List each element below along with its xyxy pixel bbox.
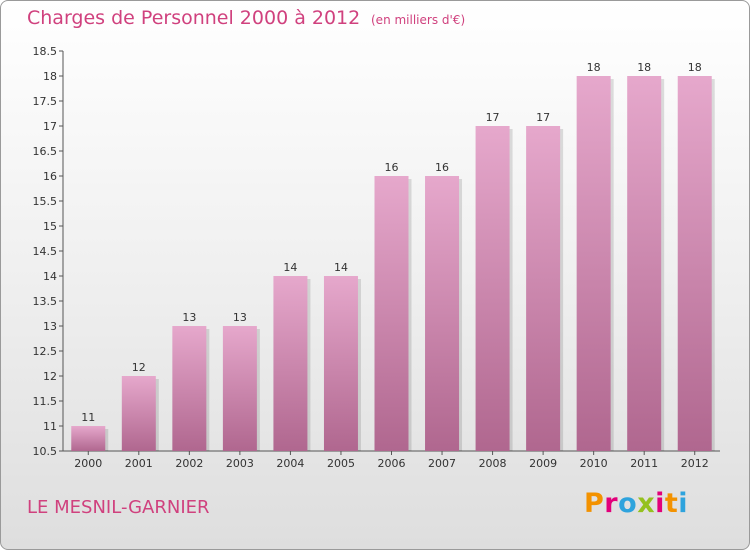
bar-2009 <box>526 126 561 451</box>
x-tick-label: 2012 <box>681 457 709 470</box>
x-tick-label: 2008 <box>479 457 507 470</box>
y-tick-label: 13.5 <box>33 295 58 308</box>
bar-2010 <box>576 76 611 451</box>
bar-value-label: 16 <box>435 161 449 174</box>
bar-value-label: 18 <box>587 61 601 74</box>
x-tick-label: 2011 <box>630 457 658 470</box>
bar-2007 <box>425 176 460 451</box>
y-tick-label: 14 <box>43 270 57 283</box>
y-tick-label: 12.5 <box>33 345 58 358</box>
y-tick-label: 11.5 <box>33 395 58 408</box>
y-tick-label: 17 <box>43 120 57 133</box>
bar-value-label: 17 <box>486 111 500 124</box>
logo-letter: x <box>637 488 656 519</box>
logo-letter: P <box>584 488 605 519</box>
bar-2002 <box>172 326 207 451</box>
bar-2011 <box>627 76 662 451</box>
bar-value-label: 14 <box>334 261 348 274</box>
bar-value-label: 12 <box>132 361 146 374</box>
x-tick-label: 2000 <box>74 457 102 470</box>
x-tick-label: 2003 <box>226 457 254 470</box>
x-tick-label: 2006 <box>378 457 406 470</box>
logo-letter: t <box>664 488 679 519</box>
y-tick-label: 15 <box>43 220 57 233</box>
bar-value-label: 11 <box>81 411 95 424</box>
bar-2004 <box>273 276 308 451</box>
x-tick-label: 2009 <box>529 457 557 470</box>
logo-letter: o <box>618 488 638 519</box>
y-tick-label: 15.5 <box>33 195 58 208</box>
bar-value-label: 18 <box>637 61 651 74</box>
y-tick-label: 12 <box>43 370 57 383</box>
y-tick-label: 14.5 <box>33 245 58 258</box>
y-tick-label: 16 <box>43 170 57 183</box>
x-tick-label: 2002 <box>175 457 203 470</box>
bar-value-label: 13 <box>182 311 196 324</box>
bar-2005 <box>323 276 358 451</box>
logo-letter: i <box>678 488 689 519</box>
bar-value-label: 13 <box>233 311 247 324</box>
chart-subtitle: (en milliers d'€) <box>371 13 466 27</box>
y-tick-label: 10.5 <box>33 445 58 458</box>
x-tick-label: 2007 <box>428 457 456 470</box>
x-tick-label: 2004 <box>276 457 304 470</box>
bar-value-label: 16 <box>385 161 399 174</box>
bar-value-label: 14 <box>283 261 297 274</box>
logo-letter: r <box>604 488 619 519</box>
y-tick-label: 18.5 <box>33 45 58 58</box>
x-tick-label: 2005 <box>327 457 355 470</box>
bar-2001 <box>121 376 156 451</box>
y-tick-label: 18 <box>43 70 57 83</box>
bar-2003 <box>222 326 257 451</box>
proxiti-logo[interactable]: Proxiti <box>584 488 688 519</box>
bar-value-label: 18 <box>688 61 702 74</box>
y-tick-label: 16.5 <box>33 145 58 158</box>
bar-2008 <box>475 126 510 451</box>
bar-2006 <box>374 176 409 451</box>
x-tick-label: 2001 <box>125 457 153 470</box>
logo-letter: i <box>655 488 665 519</box>
y-tick-label: 11 <box>43 420 57 433</box>
chart-title: Charges de Personnel 2000 à 2012 <box>27 7 361 29</box>
bar-value-label: 17 <box>536 111 550 124</box>
y-tick-label: 17.5 <box>33 95 58 108</box>
x-tick-label: 2010 <box>580 457 608 470</box>
bar-2012 <box>677 76 712 451</box>
y-tick-label: 13 <box>43 320 57 333</box>
chart-bars <box>71 76 715 451</box>
bar-2000 <box>71 426 106 451</box>
chart-labels: 11 2000 12 2001 13 2002 13 2003 14 2004 14 2005 16 20… <box>74 61 708 470</box>
town-name: LE MESNIL-GARNIER <box>27 497 210 518</box>
